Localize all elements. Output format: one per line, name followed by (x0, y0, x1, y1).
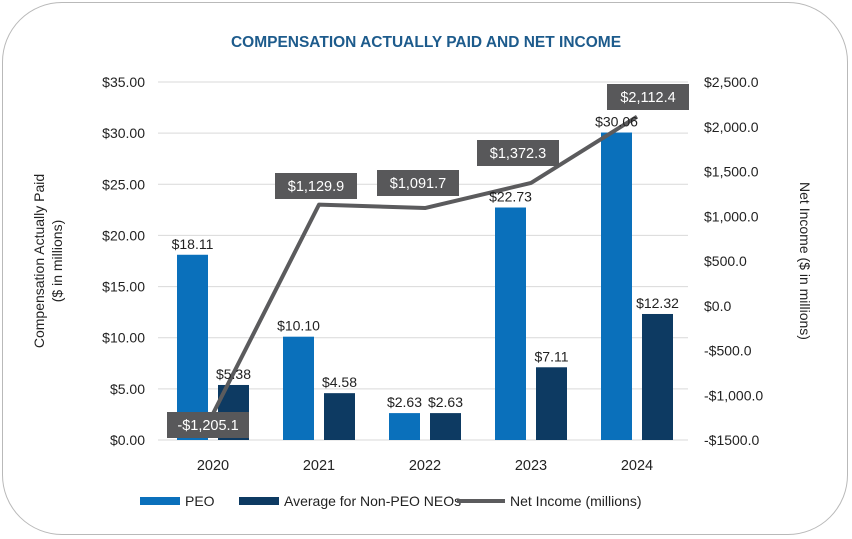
right-tick-label: $0.0 (704, 298, 731, 314)
net-income-data-label: $1,091.7 (390, 176, 446, 192)
left-tick-label: $20.00 (102, 227, 145, 243)
right-axis-label: Net Income ($ in millions) (797, 182, 813, 340)
net-income-label-box (377, 170, 459, 196)
bar-data-label: $2.63 (387, 394, 422, 410)
x-tick-label: 2024 (621, 458, 653, 474)
net-income-label-box (477, 140, 559, 166)
right-tick-label: -$1500.0 (704, 432, 759, 448)
peo-bar (495, 207, 526, 440)
non-peo-bar (536, 367, 567, 440)
left-tick-label: $15.00 (102, 279, 145, 295)
non-peo-bar (642, 313, 673, 440)
non-peo-bar (430, 413, 461, 440)
net-income-label-box (275, 173, 357, 199)
net-income-data-label: -$1,205.1 (177, 418, 238, 434)
x-tick-label: 2022 (409, 458, 441, 474)
legend-swatch (239, 497, 279, 505)
left-axis-label-line1: Compensation Actually Paid (31, 174, 47, 348)
peo-bar (283, 336, 314, 440)
non-peo-bar (324, 393, 355, 440)
x-tick-label: 2020 (197, 458, 229, 474)
right-tick-label: -$1,000.0 (704, 387, 763, 403)
right-tick-label: $500.0 (704, 253, 747, 269)
peo-bar (389, 413, 420, 440)
right-tick-label: $2,000.0 (704, 119, 759, 135)
bar-data-label: $4.58 (322, 374, 357, 390)
net-income-line (211, 114, 639, 415)
bar-data-label: $30.06 (595, 114, 638, 130)
bar-data-label: $18.11 (172, 236, 214, 252)
right-tick-label: -$500.0 (704, 343, 752, 359)
bar-data-label: $22.73 (489, 189, 532, 205)
legend-label: Net Income (millions) (510, 493, 641, 509)
left-tick-label: $30.00 (102, 125, 145, 141)
chart-title: COMPENSATION ACTUALLY PAID AND NET INCOM… (231, 34, 621, 51)
x-tick-label: 2021 (303, 458, 335, 474)
bar-data-label: $5.38 (216, 366, 251, 382)
right-tick-label: $1,000.0 (704, 208, 759, 224)
legend-swatch (140, 497, 180, 505)
legend-label: Average for Non-PEO NEOs (284, 493, 461, 509)
left-tick-label: $35.00 (102, 74, 145, 90)
left-tick-label: $5.00 (110, 381, 145, 397)
bar-data-label: $10.10 (277, 318, 320, 334)
left-tick-label: $10.00 (102, 330, 145, 346)
net-income-data-label: $1,129.9 (288, 179, 344, 195)
right-tick-label: $2,500.0 (704, 74, 759, 90)
right-tick-label: $1,500.0 (704, 164, 759, 180)
left-tick-label: $25.00 (102, 176, 145, 192)
legend-label: PEO (185, 493, 215, 509)
net-income-label-box (607, 84, 689, 110)
x-tick-label: 2023 (515, 458, 547, 474)
net-income-label-box (167, 412, 249, 438)
net-income-data-label: $2,112.4 (620, 90, 675, 106)
bar-data-label: $2.63 (428, 394, 463, 410)
left-axis-label-line2: ($ in millions) (49, 220, 65, 302)
peo-bar (177, 254, 208, 440)
peo-bar (601, 132, 632, 440)
bar-data-label: $7.11 (535, 348, 569, 364)
left-tick-label: $0.00 (110, 432, 145, 448)
bar-data-label: $12.32 (636, 295, 679, 311)
net-income-data-label: $1,372.3 (490, 146, 546, 162)
